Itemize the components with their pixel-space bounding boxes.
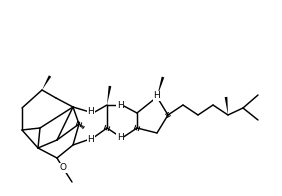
Text: H: H <box>88 107 94 116</box>
Polygon shape <box>225 97 228 115</box>
Text: H: H <box>117 133 124 142</box>
Text: O: O <box>60 163 67 172</box>
Text: H: H <box>154 92 160 101</box>
Polygon shape <box>157 77 164 97</box>
Polygon shape <box>42 75 51 90</box>
Text: H: H <box>117 101 124 110</box>
Polygon shape <box>107 86 111 105</box>
Text: H: H <box>88 135 94 144</box>
